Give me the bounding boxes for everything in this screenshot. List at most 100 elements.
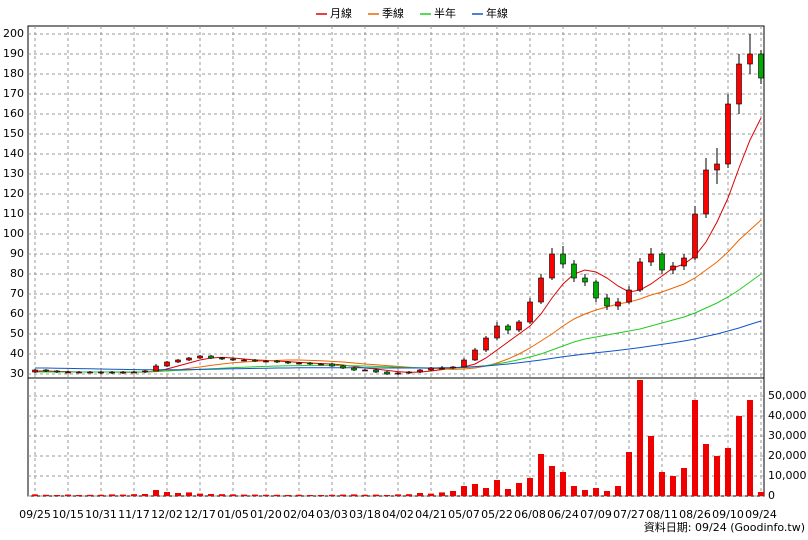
- candle-body: [54, 370, 60, 373]
- volume-bar: [758, 492, 764, 496]
- x-tick-label: 01/20: [250, 508, 282, 521]
- volume-bar: [725, 448, 731, 496]
- volume-bar: [131, 494, 137, 496]
- x-tick-label: 12/17: [184, 508, 216, 521]
- volume-bar: [494, 480, 500, 496]
- candle-body: [725, 103, 731, 165]
- x-tick-label: 07/09: [580, 508, 612, 521]
- volume-bar: [153, 490, 159, 496]
- candle-body: [219, 357, 225, 360]
- y2-tick-label: 30,000: [768, 429, 807, 442]
- volume-bar: [230, 494, 236, 496]
- candle-body: [571, 263, 577, 279]
- x-tick-label: 10/15: [52, 508, 84, 521]
- y-tick-label: 30: [10, 367, 24, 380]
- candle-body: [549, 253, 555, 279]
- candle-body: [714, 163, 720, 171]
- volume-bar: [98, 494, 104, 496]
- x-tick-label: 09/10: [712, 508, 744, 521]
- candle-body: [494, 325, 500, 339]
- candle-body: [373, 369, 379, 373]
- volume-bar: [76, 495, 82, 496]
- x-tick-label: 08/26: [679, 508, 711, 521]
- candle-body: [670, 265, 676, 271]
- candle-body: [329, 363, 335, 367]
- volume-bar: [296, 494, 302, 496]
- y-tick-label: 50: [10, 327, 24, 340]
- volume-bar: [384, 495, 390, 496]
- candle-body: [736, 63, 742, 105]
- volume-bar: [175, 493, 181, 496]
- candle-body: [406, 371, 412, 374]
- volume-bar: [703, 444, 709, 496]
- volume-bar: [692, 400, 698, 496]
- volume-bar: [54, 495, 60, 496]
- candle-body: [626, 289, 632, 303]
- x-tick-label: 04/21: [415, 508, 447, 521]
- candle-body: [747, 53, 753, 65]
- x-tick-label: 02/04: [283, 508, 315, 521]
- candle-body: [450, 366, 456, 369]
- volume-bar: [483, 488, 489, 496]
- volume-bar: [252, 494, 258, 496]
- candle-body: [197, 355, 203, 359]
- candle-body: [131, 371, 137, 374]
- x-tick-label: 03/18: [349, 508, 381, 521]
- volume-bar: [736, 416, 742, 496]
- volume-bar: [65, 494, 71, 496]
- volume-bar: [109, 494, 115, 496]
- volume-bar: [197, 493, 203, 496]
- y-tick-label: 130: [3, 167, 24, 180]
- candle-body: [307, 362, 313, 365]
- x-tick-label: 03/03: [316, 508, 348, 521]
- volume-bar: [241, 494, 247, 496]
- candle-body: [703, 169, 709, 215]
- volume-bar: [516, 483, 522, 496]
- y2-tick-label: 40,000: [768, 409, 807, 422]
- volume-bar: [318, 495, 324, 496]
- y-tick-label: 80: [10, 267, 24, 280]
- candle-body: [593, 281, 599, 299]
- volume-bar: [395, 494, 401, 496]
- volume-bar: [406, 494, 412, 496]
- volume-bar: [747, 400, 753, 496]
- volume-bar: [615, 486, 621, 496]
- volume-bar: [263, 494, 269, 496]
- candle-body: [648, 253, 654, 263]
- candle-body: [516, 321, 522, 331]
- x-tick-label: 06/24: [547, 508, 579, 521]
- x-tick-label: 08/11: [646, 508, 678, 521]
- volume-bar: [604, 491, 610, 496]
- volume-bar: [340, 494, 346, 496]
- candle-body: [274, 360, 280, 363]
- volume-bar: [142, 494, 148, 496]
- volume-bar: [505, 489, 511, 496]
- candle-body: [483, 337, 489, 351]
- volume-bar: [450, 491, 456, 496]
- volume-bar: [43, 494, 49, 496]
- candle-body: [109, 371, 115, 374]
- candle-body: [351, 367, 357, 371]
- x-tick-label: 01/05: [217, 508, 249, 521]
- volume-bar: [472, 484, 478, 496]
- legend-label: 季線: [382, 6, 404, 20]
- y-tick-label: 180: [3, 67, 24, 80]
- y-tick-label: 120: [3, 187, 24, 200]
- y-tick-label: 90: [10, 247, 24, 260]
- candle-body: [758, 53, 764, 79]
- volume-bar: [417, 493, 423, 496]
- ma-line: [35, 273, 762, 373]
- volume-bar: [648, 436, 654, 496]
- volume-bar: [527, 478, 533, 496]
- y-tick-label: 160: [3, 107, 24, 120]
- x-tick-label: 11/17: [118, 508, 150, 521]
- volume-bar: [219, 494, 225, 496]
- y-tick-label: 70: [10, 287, 24, 300]
- y-tick-label: 170: [3, 87, 24, 100]
- volume-bar: [593, 488, 599, 496]
- volume-bar: [681, 468, 687, 496]
- candle-body: [252, 359, 258, 362]
- y2-tick-label: 10,000: [768, 469, 807, 482]
- candle-body: [384, 371, 390, 375]
